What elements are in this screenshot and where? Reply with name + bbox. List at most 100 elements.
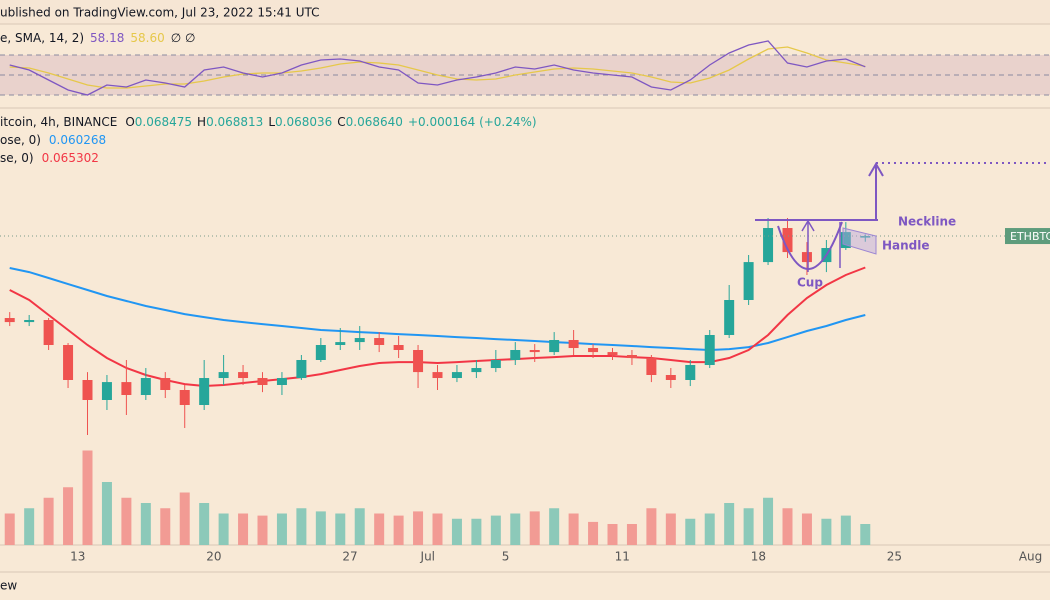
cup-label: Cup bbox=[797, 276, 823, 290]
candle-body bbox=[763, 228, 774, 263]
neckline-label: Neckline bbox=[898, 215, 956, 229]
volume-bar bbox=[451, 518, 462, 545]
candle-body bbox=[160, 378, 171, 390]
candle-body bbox=[490, 360, 501, 369]
volume-bar bbox=[63, 487, 74, 545]
candle-body bbox=[257, 378, 268, 385]
volume-bar bbox=[646, 508, 657, 545]
volume-bar bbox=[238, 513, 249, 545]
volume-bar bbox=[607, 524, 618, 545]
candle-body bbox=[63, 345, 74, 380]
plot-layer: ETHBTC 13 20 27 Jul 5 11 18 25 Aug itcoin, 4h, BIN… bbox=[0, 31, 1050, 564]
volume-bar bbox=[490, 515, 501, 545]
candle-body bbox=[4, 318, 15, 323]
rsi-legend-marks: ∅ ∅ bbox=[171, 31, 196, 45]
volume-bar bbox=[82, 450, 93, 545]
legend-ohlc-value: 0.068813 bbox=[206, 115, 263, 129]
volume-bar bbox=[510, 513, 521, 545]
candle-body bbox=[471, 368, 482, 373]
ma-legend: se, 0) 0.065302 bbox=[0, 151, 99, 165]
volume-bar bbox=[801, 513, 812, 545]
volume-bar bbox=[763, 497, 774, 545]
ma-legend-name: ose, 0) bbox=[0, 133, 41, 147]
volume-bar bbox=[743, 508, 754, 545]
candle-body bbox=[179, 390, 190, 405]
volume-bar bbox=[860, 524, 871, 545]
moving-average-line bbox=[9, 266, 866, 388]
volume-bar bbox=[199, 503, 210, 545]
footer-text: ew bbox=[0, 579, 17, 593]
cup-arc bbox=[777, 221, 843, 270]
volume-bar bbox=[782, 508, 793, 545]
ma-legend: ose, 0) 0.060268 bbox=[0, 133, 106, 147]
candle-body bbox=[218, 372, 229, 379]
x-tick-label: 18 bbox=[751, 550, 766, 564]
candle-body bbox=[626, 355, 637, 359]
x-tick-label: 27 bbox=[342, 550, 357, 564]
volume-bar bbox=[685, 518, 696, 545]
volume-bar bbox=[315, 511, 326, 545]
rsi-legend-value: 58.60 bbox=[130, 31, 164, 45]
volume-bar bbox=[101, 482, 112, 545]
volume-bar bbox=[568, 513, 579, 545]
candle-body bbox=[315, 345, 326, 360]
volume-bar bbox=[393, 515, 404, 545]
volume-bar bbox=[140, 503, 151, 545]
x-tick-label: Aug bbox=[1019, 550, 1042, 564]
candle-body bbox=[451, 372, 462, 379]
legend-ohlc-key: O bbox=[125, 115, 134, 129]
candle-body bbox=[238, 372, 249, 379]
rsi-legend-name: e, SMA, 14, 2) bbox=[0, 31, 84, 45]
volume-bar bbox=[626, 524, 637, 545]
legend-symbol: itcoin, 4h, BINANCE bbox=[0, 115, 117, 129]
candle-body bbox=[335, 342, 346, 345]
candle-body bbox=[665, 375, 676, 380]
legend-ohlc-key: C bbox=[337, 115, 345, 129]
volume-bar bbox=[529, 511, 540, 545]
x-tick-label: 11 bbox=[615, 550, 630, 564]
candle-body bbox=[704, 335, 715, 365]
candle-body bbox=[607, 352, 618, 355]
rsi-legend-value: 58.18 bbox=[90, 31, 124, 45]
volume-bar bbox=[354, 508, 365, 545]
volume-bar bbox=[218, 513, 229, 545]
candle-body bbox=[549, 340, 560, 353]
price-label: ETHBTC bbox=[1010, 230, 1050, 243]
legend-ohlc-key: L bbox=[268, 115, 275, 129]
x-tick-label: Jul bbox=[420, 550, 435, 564]
candle-body bbox=[840, 232, 851, 249]
legend-ohlc-key: H bbox=[197, 115, 206, 129]
volume-bar bbox=[4, 513, 15, 545]
rsi-line bbox=[9, 46, 866, 89]
candle-body bbox=[121, 382, 132, 395]
volume-bar bbox=[724, 503, 735, 545]
legend-ohlc-value: 0.068475 bbox=[135, 115, 192, 129]
x-tick-label: 25 bbox=[887, 550, 902, 564]
candle-body bbox=[685, 365, 696, 380]
legend-ohlc-value: 0.068640 bbox=[346, 115, 403, 129]
volume-bar bbox=[24, 508, 35, 545]
volume-bar bbox=[471, 518, 482, 545]
volume-bar bbox=[413, 511, 424, 545]
volume-bar bbox=[257, 515, 268, 545]
candle-body bbox=[82, 380, 93, 400]
volume-bar bbox=[160, 508, 171, 545]
candle-body bbox=[432, 372, 443, 379]
candle-body bbox=[860, 236, 871, 238]
x-tick-label: 5 bbox=[502, 550, 510, 564]
volume-bar bbox=[335, 513, 346, 545]
volume-bar bbox=[296, 508, 307, 545]
candle-body bbox=[510, 350, 521, 360]
volume-bar bbox=[588, 521, 599, 545]
candle-body bbox=[646, 358, 657, 375]
volume-bar bbox=[179, 492, 190, 545]
x-tick-label: 20 bbox=[206, 550, 221, 564]
candle-body bbox=[393, 345, 404, 350]
volume-bar bbox=[43, 497, 54, 545]
price-legend: itcoin, 4h, BINANCE O0.068475 H0.068813 L 0.… bbox=[0, 115, 537, 129]
candle-body bbox=[801, 252, 812, 263]
candle-body bbox=[529, 350, 540, 353]
